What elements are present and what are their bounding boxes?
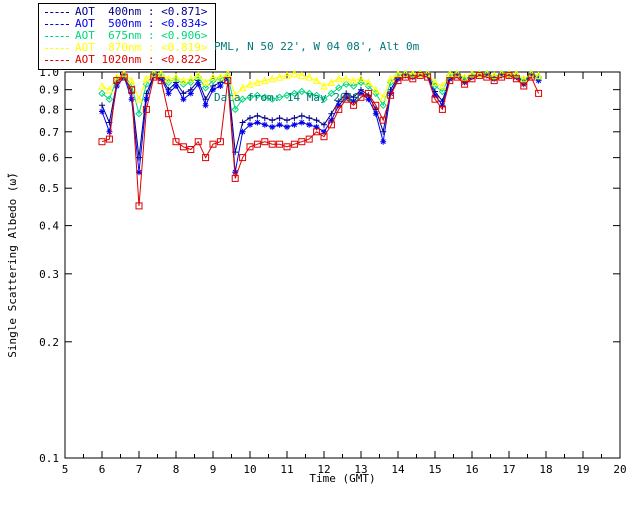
svg-text:6: 6: [99, 463, 106, 476]
svg-text:0.9: 0.9: [39, 84, 59, 97]
station-location-line: PML, N 50 22', W 04 08', Alt 0m: [214, 40, 420, 53]
legend-label-400nm: AOT 400nm : <0.871>: [75, 5, 208, 18]
legend-entry-675nm: AOT 675nm : <0.906>: [45, 30, 207, 42]
svg-text:18: 18: [539, 463, 552, 476]
legend-line-sample-400nm: [45, 11, 69, 13]
legend-entry-870nm: AOT 870nm : <0.819>: [45, 42, 207, 54]
station-header: PML, N 50 22', W 04 08', Alt 0m Data fro…: [214, 4, 419, 140]
legend-label-500nm: AOT 500nm : <0.834>: [75, 17, 208, 30]
legend-line-sample-1020nm: [45, 59, 69, 61]
legend-line-sample-500nm: [45, 23, 69, 25]
svg-text:13: 13: [354, 463, 367, 476]
x-axis-title: Time (GMT): [309, 472, 376, 485]
legend-label-675nm: AOT 675nm : <0.906>: [75, 29, 208, 42]
svg-text:16: 16: [465, 463, 478, 476]
y-axis-title: Single Scattering Albedo (ω̃): [6, 172, 19, 358]
svg-text:7: 7: [136, 463, 143, 476]
svg-text:0.3: 0.3: [39, 268, 59, 281]
legend-label-1020nm: AOT 1020nm : <0.822>: [75, 53, 208, 66]
svg-text:0.5: 0.5: [39, 182, 59, 195]
svg-text:0.1: 0.1: [39, 452, 59, 465]
legend-line-sample-675nm: [45, 35, 69, 37]
svg-text:17: 17: [502, 463, 515, 476]
svg-text:19: 19: [576, 463, 589, 476]
legend-label-870nm: AOT 870nm : <0.819>: [75, 41, 208, 54]
svg-text:11: 11: [280, 463, 293, 476]
legend-entry-400nm: AOT 400nm : <0.871>: [45, 6, 207, 18]
legend-entry-1020nm: AOT 1020nm : <0.822>: [45, 54, 207, 66]
svg-text:9: 9: [210, 463, 217, 476]
legend-entry-500nm: AOT 500nm : <0.834>: [45, 18, 207, 30]
legend-box: AOT 400nm : <0.871> AOT 500nm : <0.834> …: [38, 3, 217, 70]
svg-text:15: 15: [428, 463, 441, 476]
svg-text:0.2: 0.2: [39, 336, 59, 349]
svg-text:0.8: 0.8: [39, 103, 59, 116]
data-date-line: Data from: 14 May 2019: [214, 91, 360, 104]
svg-text:0.7: 0.7: [39, 126, 59, 139]
svg-text:8: 8: [173, 463, 180, 476]
legend-line-sample-870nm: [45, 47, 69, 49]
svg-text:20: 20: [613, 463, 626, 476]
svg-text:10: 10: [243, 463, 256, 476]
svg-text:14: 14: [391, 463, 405, 476]
svg-text:12: 12: [317, 463, 330, 476]
svg-text:0.4: 0.4: [39, 220, 59, 233]
svg-text:0.6: 0.6: [39, 152, 59, 165]
svg-text:5: 5: [62, 463, 69, 476]
